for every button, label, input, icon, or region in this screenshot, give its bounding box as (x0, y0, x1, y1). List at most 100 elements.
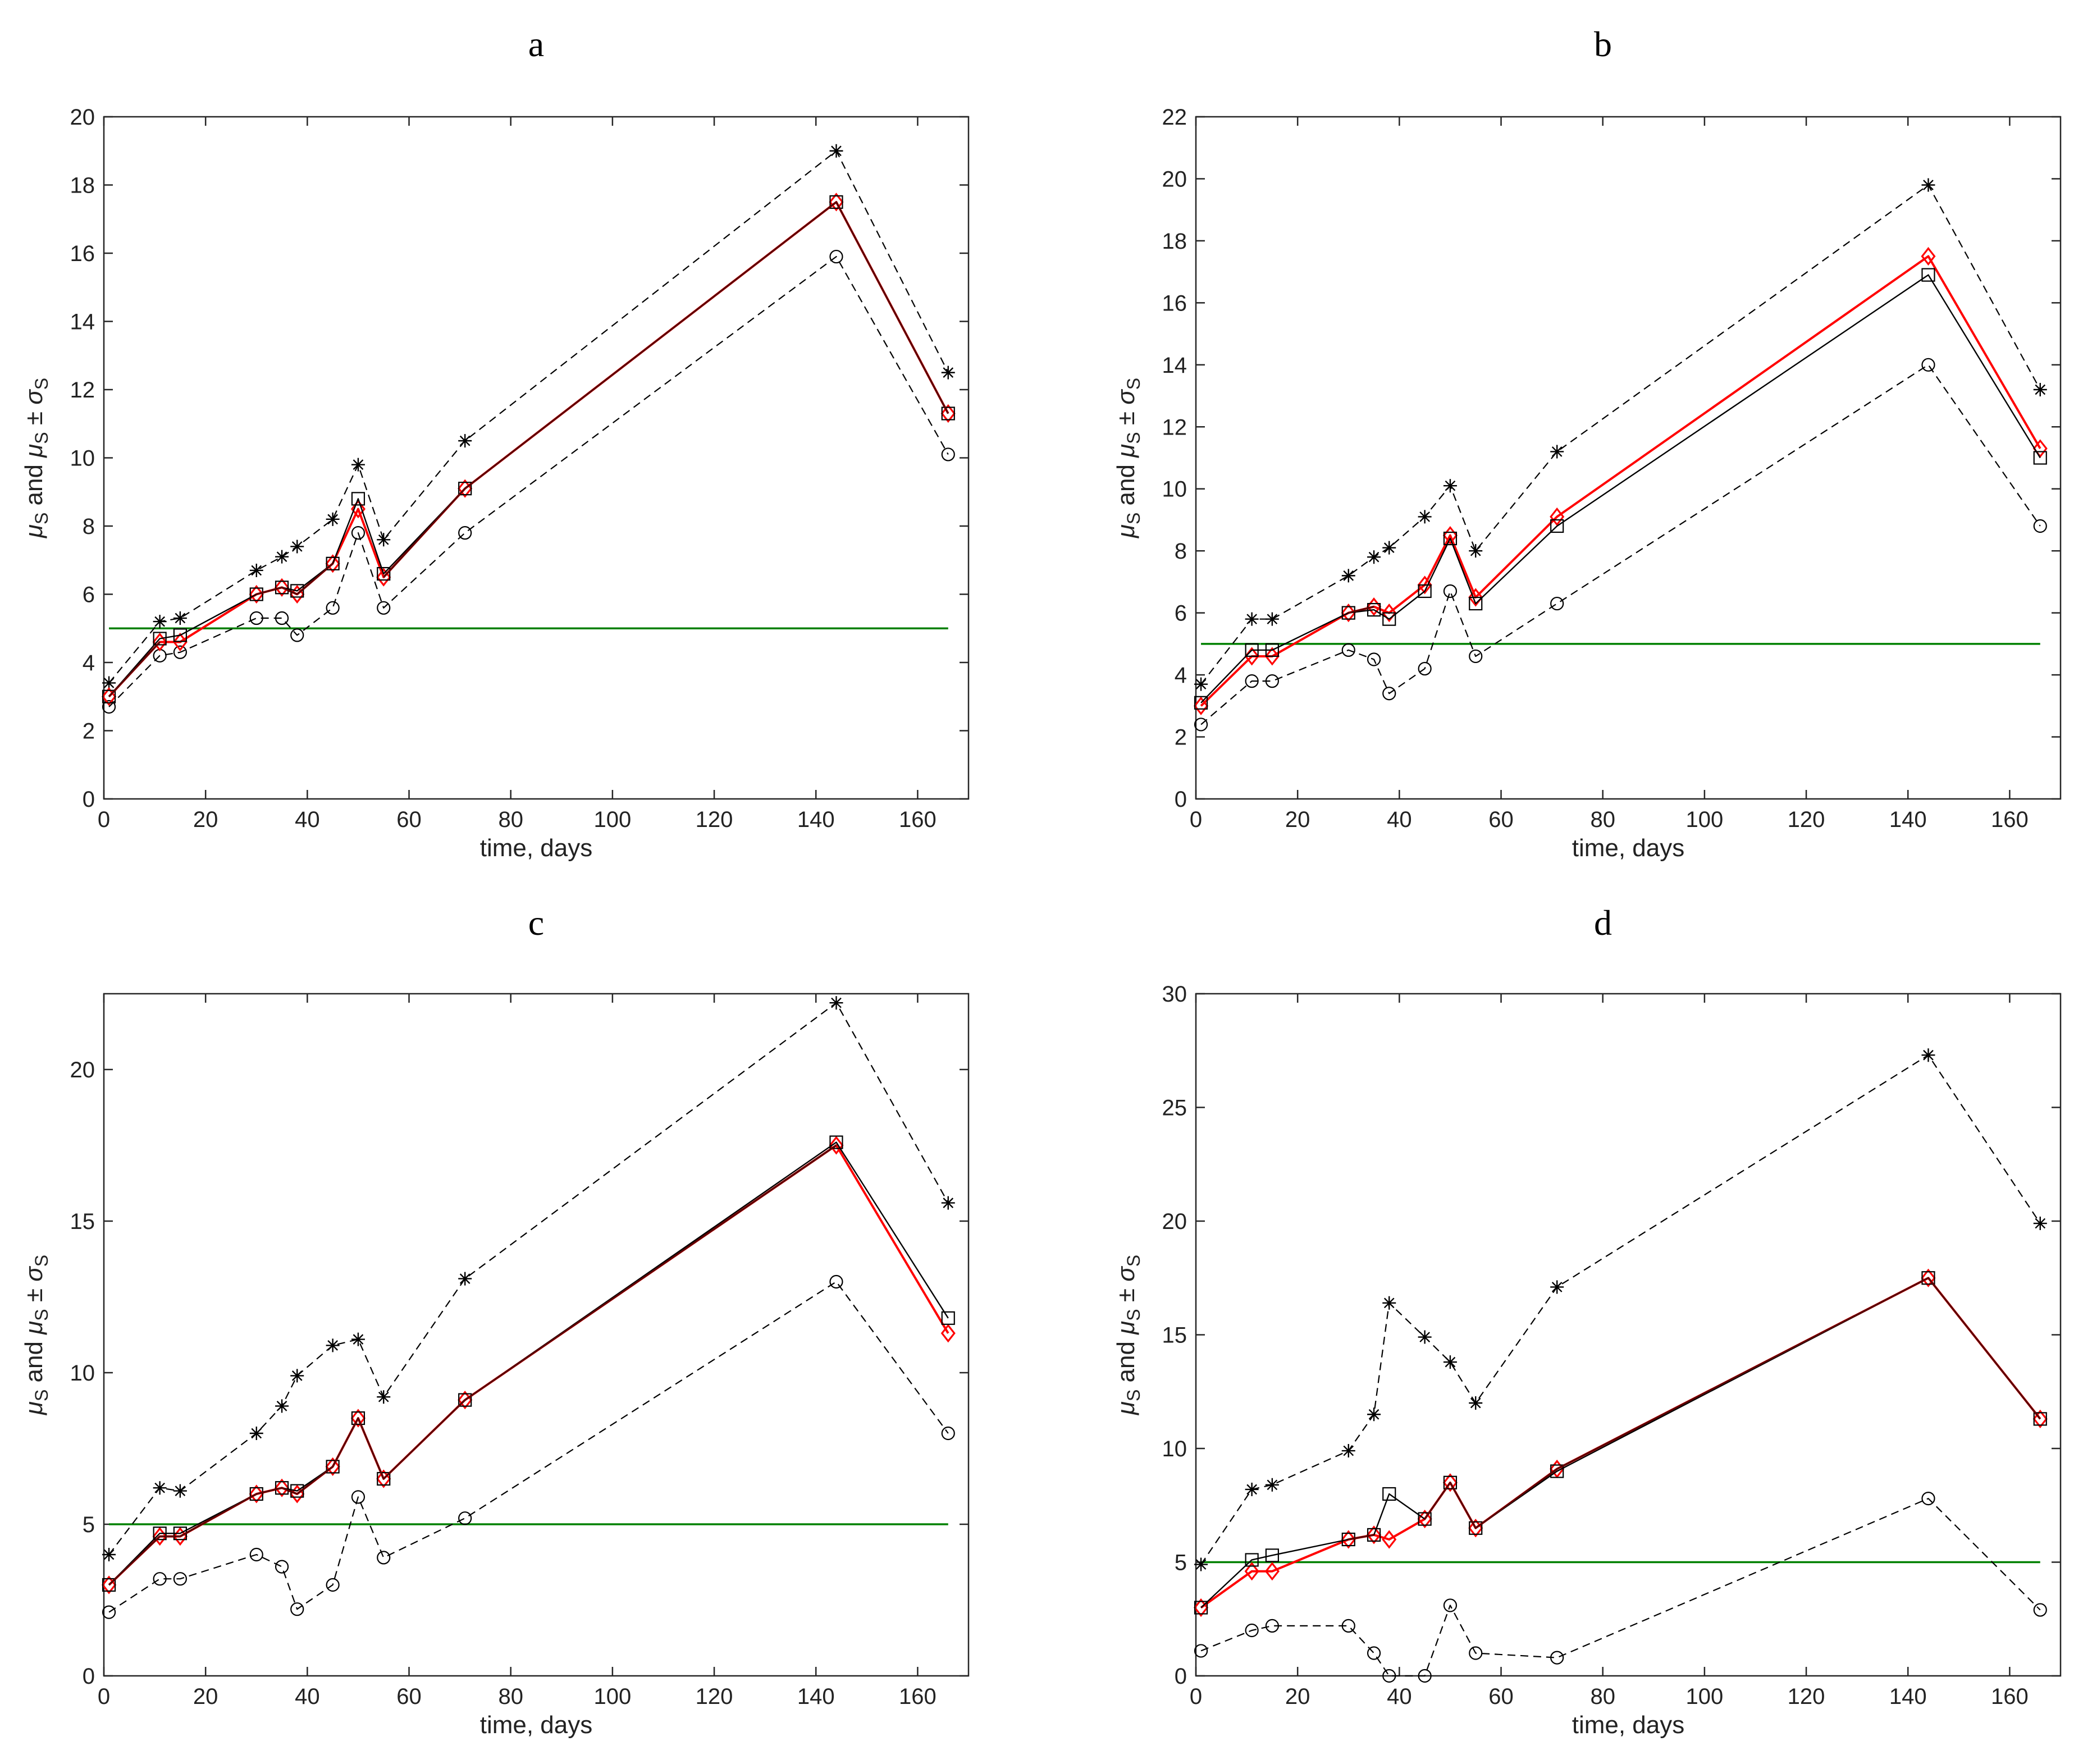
plot-frame (103, 993, 970, 1677)
y-tick-label: 20 (1162, 167, 1187, 191)
series-mu-minus-sigma (1194, 358, 2047, 732)
y-tick-label: 2 (83, 719, 95, 744)
data-point-diamond (1341, 1530, 1356, 1549)
x-tick-label: 100 (594, 807, 632, 832)
chart-panel-b: b 0 20 40 60 80 100 120 140 160 0 2 4 6 8 10 12 14 16 18 20 2… (1112, 24, 2062, 862)
x-tick-label: 160 (899, 1684, 937, 1709)
data-point-circle (829, 249, 843, 264)
data-point-asterisk (173, 1484, 187, 1498)
y-tick-label: 18 (1162, 229, 1187, 254)
data-point-asterisk (326, 1338, 340, 1352)
series-mu-black (1194, 268, 2047, 710)
data-point-square (829, 1135, 843, 1149)
data-point-square (1921, 1271, 1935, 1285)
data-point-square (458, 482, 472, 496)
data-point-square (102, 1578, 116, 1592)
x-tick-label: 0 (98, 1684, 110, 1709)
x-tick-label: 160 (1991, 1684, 2029, 1709)
series-line (1200, 364, 2041, 725)
data-point-circle (1418, 1669, 1432, 1683)
data-point-diamond (376, 1469, 391, 1488)
data-point-asterisk (941, 365, 955, 380)
data-point-square (1550, 1464, 1564, 1478)
data-point-asterisk (326, 512, 340, 526)
data-point-diamond (2032, 439, 2048, 458)
overlap-segment (1424, 1482, 1451, 1520)
data-point-circle (1921, 358, 1935, 372)
series-line (1200, 1277, 2041, 1608)
data-point-circle (1245, 674, 1259, 688)
overlap-segment (108, 1535, 161, 1586)
x-tick-label: 80 (1590, 1684, 1615, 1709)
data-point-square (1921, 268, 1935, 282)
data-point-asterisk (377, 533, 391, 547)
x-tick-label: 100 (594, 1684, 632, 1709)
x-tick-label: 80 (498, 1684, 523, 1709)
data-point-circle (377, 601, 391, 615)
x-tick-label: 60 (396, 1684, 422, 1709)
y-tick-label: 14 (1162, 353, 1187, 378)
data-point-square (1382, 612, 1396, 626)
data-point-circle (1194, 718, 1208, 732)
data-point-circle (173, 1572, 187, 1586)
overlap-segment (256, 1487, 282, 1495)
x-tick-label: 60 (396, 807, 422, 832)
overlap-segment (256, 586, 282, 596)
data-point-square (249, 1487, 263, 1501)
y-tick-label: 8 (83, 514, 95, 539)
series-line (1200, 1277, 2041, 1609)
series-line (108, 1141, 949, 1585)
data-point-diamond (102, 1575, 117, 1594)
data-point-asterisk (173, 611, 187, 625)
data-point-asterisk (1265, 1478, 1279, 1492)
x-tick-label: 40 (295, 1684, 320, 1709)
data-point-diamond (1341, 604, 1356, 623)
data-point-diamond (1244, 1562, 1259, 1581)
data-point-asterisk (290, 1369, 304, 1383)
data-point-asterisk (249, 563, 263, 577)
series-overlap (108, 1144, 837, 1586)
y-tick-label: 0 (1175, 1664, 1187, 1689)
data-point-square (1418, 584, 1432, 598)
data-point-circle (1194, 1644, 1208, 1658)
data-point-square (1418, 1512, 1432, 1526)
data-point-asterisk (290, 540, 304, 554)
data-point-circle (1550, 1651, 1564, 1665)
x-tick-label: 20 (193, 807, 218, 832)
y-tick-label: 16 (1162, 291, 1187, 316)
data-point-square (1550, 519, 1564, 533)
data-point-square (1443, 1475, 1458, 1489)
data-point-square (377, 1471, 391, 1486)
y-tick-label: 15 (70, 1209, 95, 1234)
chart-panel-d: d 0 20 40 60 80 100 120 140 160 0 5 10 15 20 25 30 time, … (1112, 903, 2062, 1739)
data-point-diamond (1382, 1530, 1397, 1549)
chart-panel-c: c 0 20 40 60 80 100 120 140 160 0 5 10 15 20 time, days… (20, 903, 970, 1739)
data-point-square (1443, 531, 1458, 546)
data-point-circle (1367, 1646, 1381, 1660)
data-point-asterisk (275, 550, 289, 564)
data-point-square (1367, 603, 1381, 617)
x-tick-label: 0 (1190, 807, 1202, 832)
data-point-asterisk (1245, 1482, 1259, 1496)
data-point-asterisk (1382, 541, 1396, 555)
y-axis-label: μS and μS ± σS (20, 378, 52, 538)
data-point-circle (351, 1490, 366, 1504)
data-point-diamond (172, 632, 188, 652)
x-tick-label: 0 (1190, 1684, 1202, 1709)
data-point-circle (249, 611, 263, 625)
data-point-asterisk (1341, 1444, 1355, 1458)
x-tick-label: 140 (797, 807, 835, 832)
data-point-asterisk (1367, 1407, 1381, 1422)
data-point-diamond (102, 687, 117, 706)
data-point-diamond (350, 500, 366, 519)
overlap-segment (464, 1144, 837, 1401)
series-mu-minus-sigma (102, 249, 955, 714)
data-point-diamond (829, 1136, 844, 1155)
x-axis-label: time, days (480, 1711, 593, 1739)
overlap-segment (1348, 1534, 1374, 1541)
series-mu-red (1194, 1268, 2048, 1617)
data-point-circle (1265, 1619, 1279, 1633)
panel-label: d (1594, 903, 1612, 943)
data-point-square (1245, 1553, 1259, 1567)
